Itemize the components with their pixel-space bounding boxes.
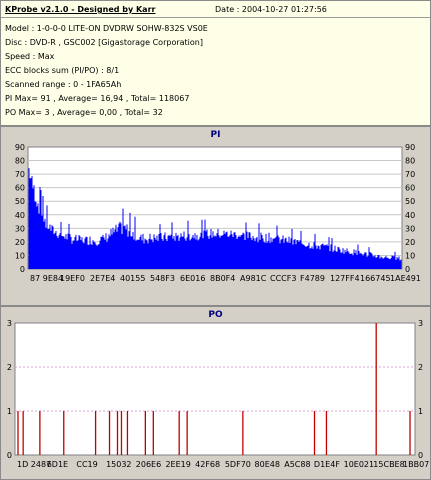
x-tick-label: 2E7E4 (90, 274, 115, 283)
y-tick-label-right: 20 (405, 238, 415, 247)
app-title: KProbe v2.1.0 - Designed by Karr (5, 5, 156, 14)
y-tick-label-left: 90 (15, 143, 25, 152)
x-tick-label: 6D1E (47, 460, 68, 469)
x-tick-label: 15032 (106, 460, 131, 469)
pi-stats-line: PI Max= 91 , Average= 16,94 , Total= 118… (5, 94, 190, 103)
y-tick-label-left: 20 (15, 238, 25, 247)
x-tick-label: A5C88 (284, 460, 310, 469)
x-tick-label: 2EE19 (165, 460, 190, 469)
x-tick-label: 6E016 (180, 274, 205, 283)
y-tick-label-right: 0 (405, 265, 410, 274)
y-tick-label-left: 0 (7, 451, 12, 460)
x-tick-label: 80E48 (255, 460, 280, 469)
x-tick-label: 1D 2487 (17, 460, 51, 469)
pi-chart-panel: PI 0 0 10 10 20 20 30 30 40 40 50 50 60 60 70 70 80 80 90 9… (0, 126, 431, 306)
x-tick-label: F4789 (300, 274, 325, 283)
po-stats-line: PO Max= 3 , Average= 0,00 , Total= 32 (5, 108, 163, 117)
y-tick-label-left: 80 (15, 157, 25, 166)
x-tick-label: 40155 (120, 274, 145, 283)
range-line: Scanned range : 0 - 1FA65Ah (5, 80, 122, 89)
x-tick-label: 1BB077 (403, 460, 430, 469)
y-tick-label-right: 40 (405, 211, 415, 220)
x-tick-label: 1AE491 (390, 274, 421, 283)
x-tick-label: CC19 (76, 460, 97, 469)
x-tick-label: 127FF4 (330, 274, 360, 283)
y-tick-label-left: 40 (15, 211, 25, 220)
y-tick-label-right: 0 (418, 451, 423, 460)
y-tick-label-left: 60 (15, 184, 25, 193)
x-tick-label: 15CBE8 (373, 460, 404, 469)
disc-line: Disc : DVD-R , GSC002 [Gigastorage Corpo… (5, 38, 203, 47)
x-tick-label: 42F68 (195, 460, 220, 469)
ecc-line: ECC blocks sum (PI/PO) : 8/1 (5, 66, 120, 75)
y-tick-label-right: 10 (405, 251, 415, 260)
y-tick-label-right: 1 (418, 407, 423, 416)
x-tick-label: 206E6 (136, 460, 161, 469)
scan-date: Date : 2004-10-27 01:27:56 (215, 5, 327, 14)
y-tick-label-left: 2 (7, 363, 12, 372)
x-tick-label: 548F3 (150, 274, 175, 283)
x-tick-label: A981C (240, 274, 267, 283)
y-tick-label-right: 30 (405, 224, 415, 233)
y-tick-label-left: 70 (15, 170, 25, 179)
x-tick-label: 5DF70 (225, 460, 251, 469)
y-tick-label-right: 90 (405, 143, 415, 152)
y-tick-label-left: 3 (7, 319, 12, 328)
divider (1, 17, 430, 18)
pi-bars (28, 168, 402, 269)
x-tick-label: 166745 (360, 274, 391, 283)
info-header: KProbe v2.1.0 - Designed by Karr Date : … (0, 0, 431, 126)
plot-area (14, 322, 416, 456)
y-tick-label-right: 60 (405, 184, 415, 193)
x-tick-label: 19EF0 (60, 274, 85, 283)
po-chart-panel: PO 0 0 1 1 2 2 3 3 1D 2487 6D1E CC19 15032 206E6 2EE1… (0, 306, 431, 480)
y-tick-label-left: 10 (15, 251, 25, 260)
x-tick-label: D1E4F (314, 460, 340, 469)
x-tick-label: 8B0F4 (210, 274, 235, 283)
speed-line: Speed : Max (5, 52, 55, 61)
x-tick-label: 10E021 (344, 460, 375, 469)
pi-chart-title: PI (210, 130, 221, 140)
y-tick-label-left: 30 (15, 224, 25, 233)
x-tick-label: CCCF3 (270, 274, 296, 283)
y-tick-label-right: 3 (418, 319, 423, 328)
pi-chart: 0 0 10 10 20 20 30 30 40 40 50 50 60 60 70 70 80 80 90 90 87… (15, 143, 421, 283)
y-tick-label-right: 70 (405, 170, 415, 179)
y-tick-label-left: 50 (15, 197, 25, 206)
y-tick-label-left: 1 (7, 407, 12, 416)
model-line: Model : 1-0-0-0 LITE-ON DVDRW SOHW-832S … (5, 24, 208, 33)
y-tick-label-right: 50 (405, 197, 415, 206)
x-tick-label: 87 9E84 (30, 274, 63, 283)
y-tick-label-right: 2 (418, 363, 423, 372)
y-tick-label-right: 80 (405, 157, 415, 166)
y-tick-label-left: 0 (20, 265, 25, 274)
po-chart-title: PO (208, 310, 223, 320)
